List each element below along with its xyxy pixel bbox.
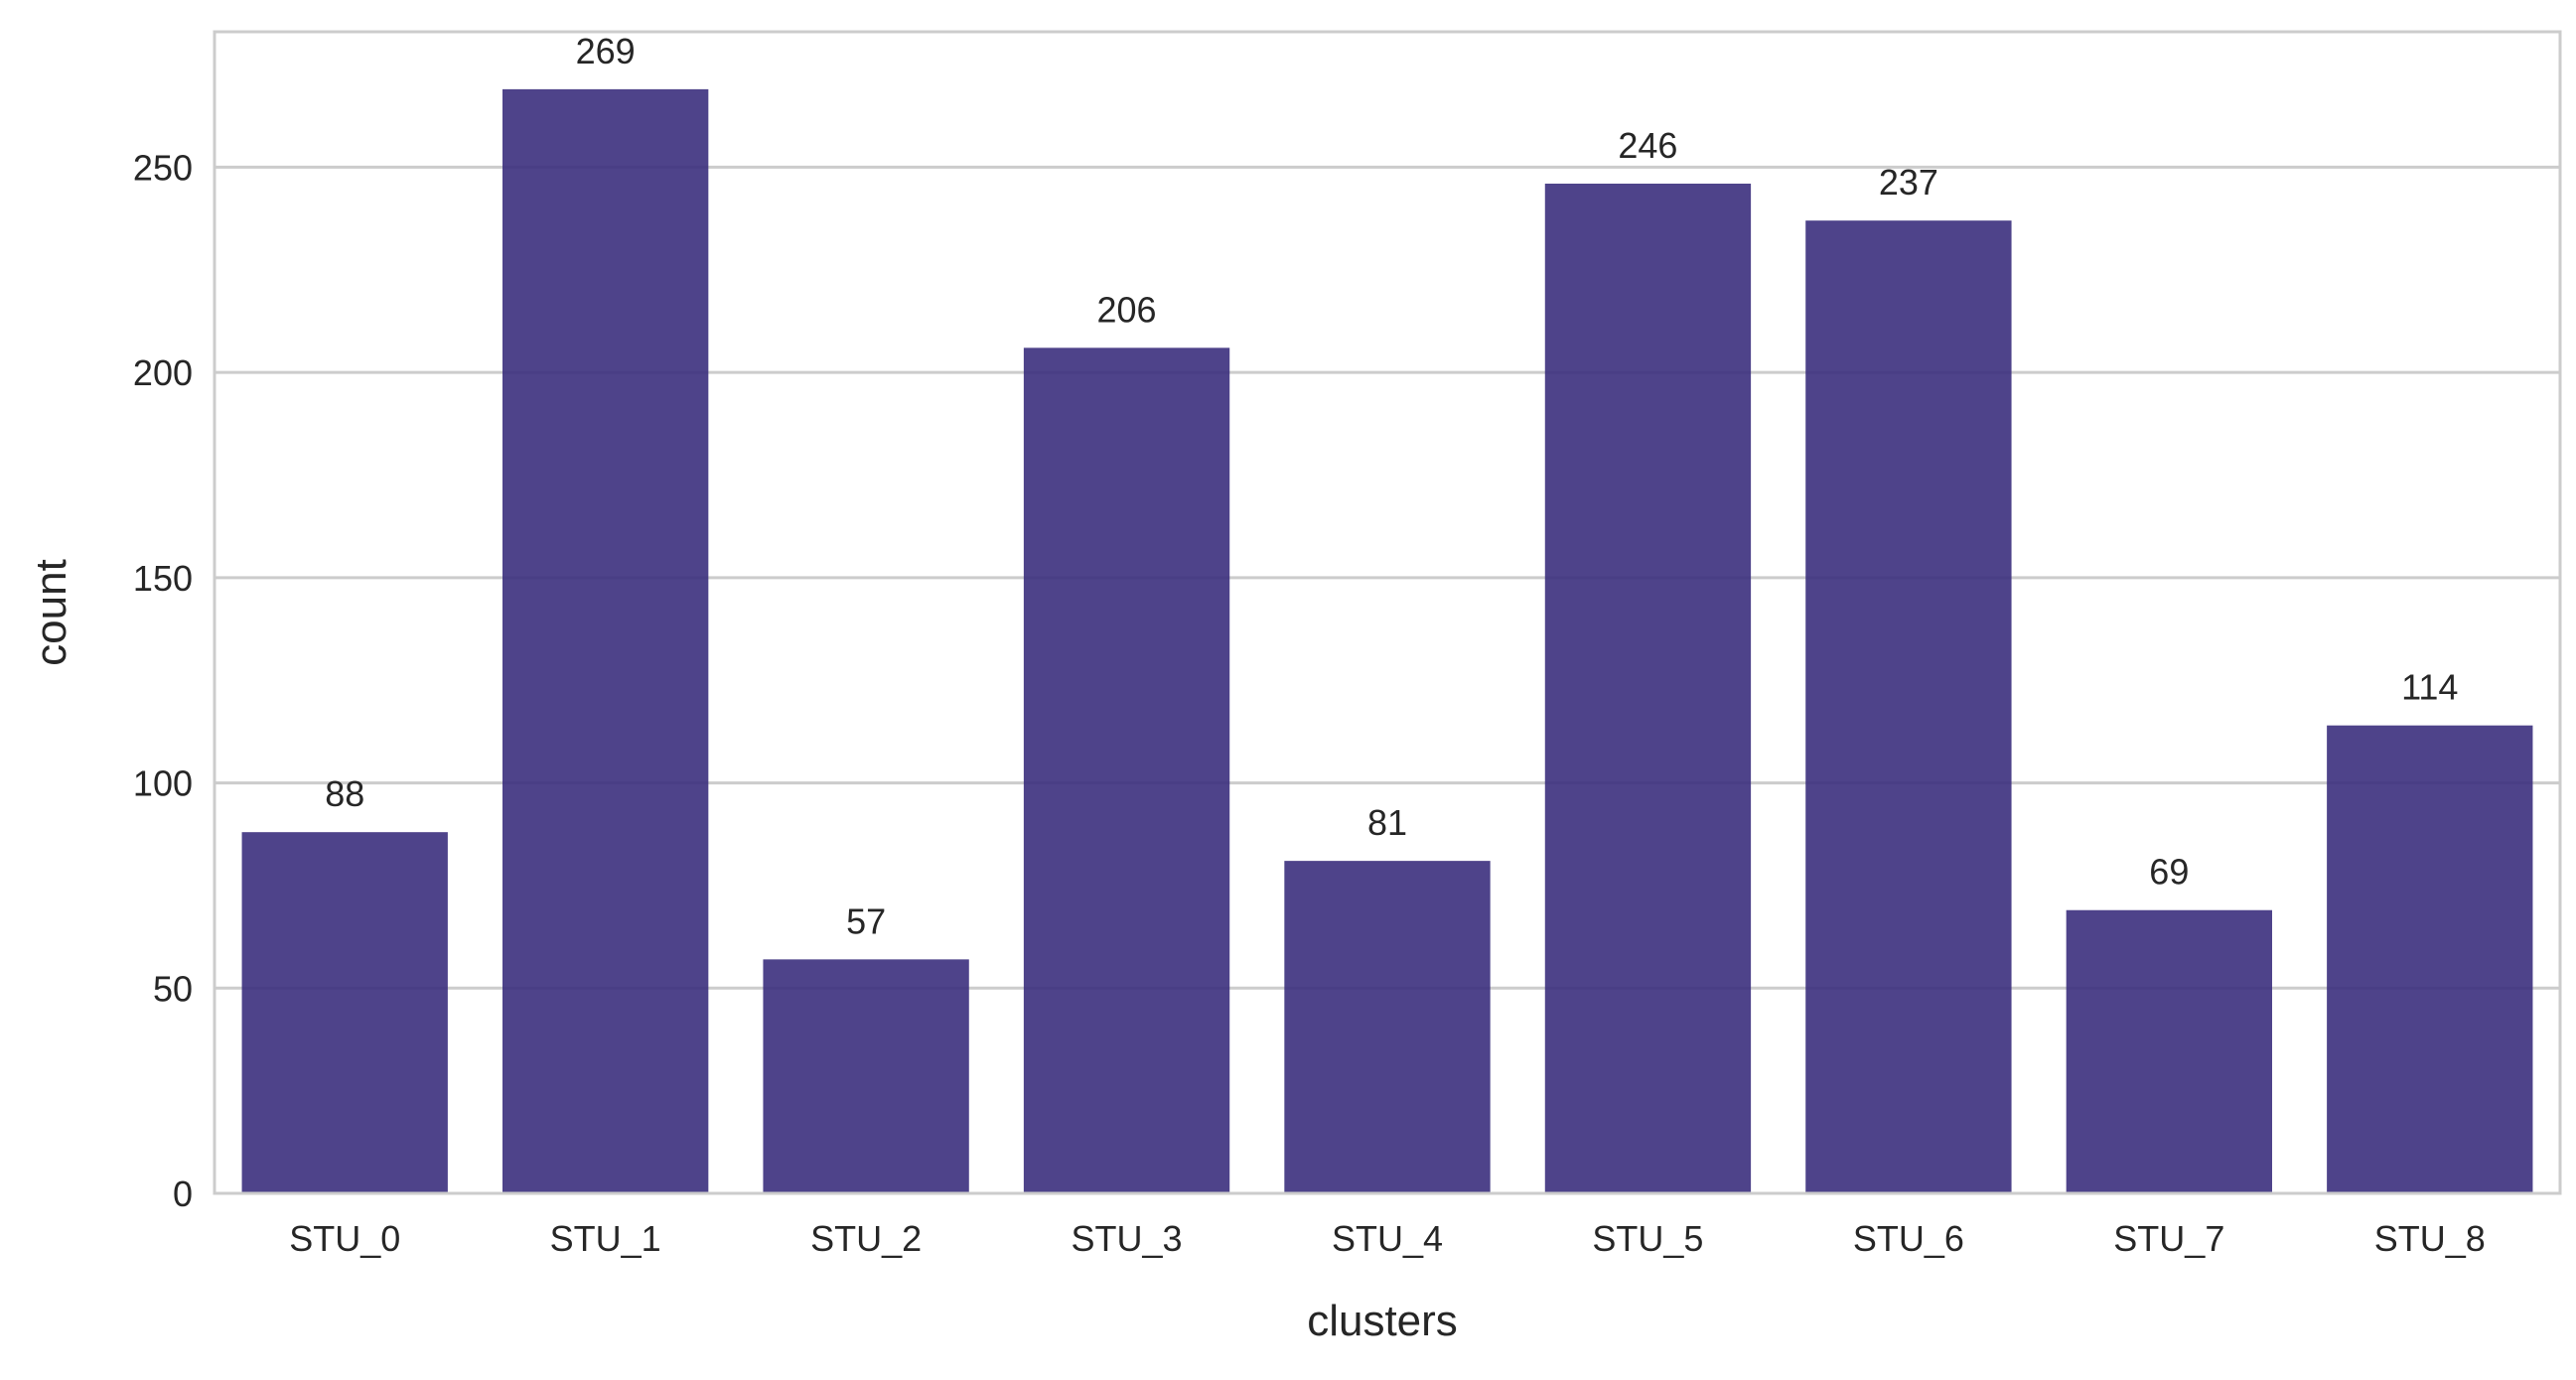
bar-value-label: 237 bbox=[1879, 162, 1938, 203]
plot-frame bbox=[213, 30, 2562, 1195]
bar-value-label: 69 bbox=[2149, 852, 2189, 893]
bar-value-label: 88 bbox=[325, 773, 364, 814]
bar-value-label: 246 bbox=[1618, 125, 1677, 166]
x-axis-title: clusters bbox=[1307, 1297, 1458, 1345]
x-tick-label: STU_5 bbox=[1592, 1218, 1703, 1259]
bar-value-label: 269 bbox=[576, 31, 636, 71]
bar-stu-1 bbox=[502, 88, 709, 1193]
x-tick-label: STU_4 bbox=[1332, 1218, 1443, 1259]
y-axis-ticks: 0 50 100 150 200 250 bbox=[133, 147, 193, 1214]
bar-value-label: 114 bbox=[2401, 667, 2458, 708]
bar-stu-3 bbox=[1023, 347, 1230, 1193]
x-tick-label: STU_0 bbox=[289, 1218, 400, 1259]
bar-stu-5 bbox=[1544, 183, 1752, 1193]
bar-stu-6 bbox=[1805, 220, 2012, 1193]
bar-value-label: 81 bbox=[1367, 802, 1407, 843]
y-tick-label: 250 bbox=[133, 147, 193, 188]
y-tick-label: 100 bbox=[133, 763, 193, 804]
bar-stu-0 bbox=[241, 832, 448, 1193]
bar-stu-7 bbox=[2066, 909, 2272, 1193]
bar-stu-2 bbox=[763, 959, 969, 1193]
x-tick-label: STU_3 bbox=[1072, 1218, 1183, 1259]
bar-value-label: 206 bbox=[1097, 289, 1157, 330]
y-tick-label: 0 bbox=[173, 1173, 193, 1214]
x-tick-label: STU_6 bbox=[1853, 1218, 1964, 1259]
x-axis-ticks: STU_0 STU_1 STU_2 STU_3 STU_4 STU_5 STU_6 STU_7… bbox=[289, 1218, 2486, 1259]
x-tick-label: STU_2 bbox=[810, 1218, 922, 1259]
data-labels: 88 269 57 206 81 246 237 69 114 bbox=[325, 31, 2458, 941]
bar-stu-4 bbox=[1284, 861, 1491, 1193]
y-axis-title: count bbox=[27, 559, 75, 666]
x-tick-label: STU_1 bbox=[550, 1218, 661, 1259]
bar-value-label: 57 bbox=[846, 900, 886, 941]
bars bbox=[241, 88, 2533, 1193]
bar-stu-8 bbox=[2327, 725, 2533, 1193]
y-tick-label: 150 bbox=[133, 558, 193, 599]
x-tick-label: STU_7 bbox=[2113, 1218, 2224, 1259]
y-tick-label: 50 bbox=[153, 968, 193, 1009]
y-tick-label: 200 bbox=[133, 352, 193, 393]
x-tick-label: STU_8 bbox=[2374, 1218, 2486, 1259]
